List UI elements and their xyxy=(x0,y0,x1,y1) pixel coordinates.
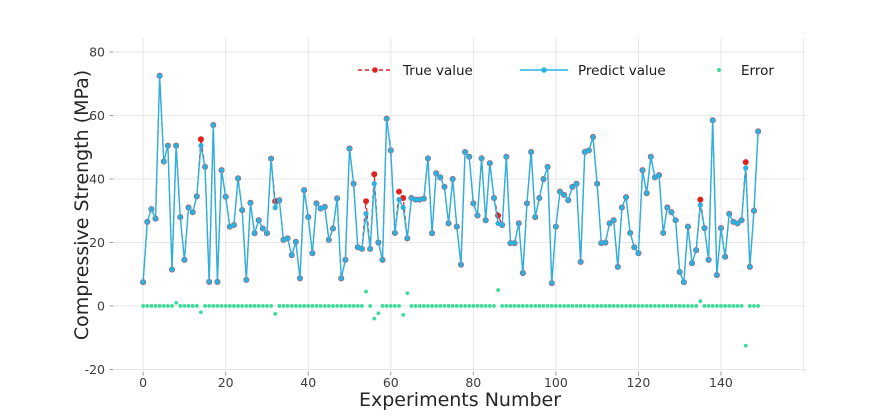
y-tick-label: -20 xyxy=(85,362,105,377)
x-tick-label: 40 xyxy=(300,375,316,390)
y-tick-label: 20 xyxy=(89,235,105,250)
x-tick-label: 80 xyxy=(465,375,481,390)
legend-true-label: True value xyxy=(402,63,473,79)
y-axis-ticks: -20 0 20 40 60 80 xyxy=(85,44,113,377)
legend-error-label: Error xyxy=(741,63,774,79)
x-axis-label: Experiments Number xyxy=(358,389,562,411)
legend-true-marker-icon xyxy=(372,67,378,73)
y-tick-label: 40 xyxy=(89,171,105,186)
legend-predict-label: Predict value xyxy=(578,63,666,79)
legend-error-marker-icon xyxy=(716,67,722,73)
x-tick-label: 100 xyxy=(544,375,568,390)
series-predict-value xyxy=(140,73,761,286)
x-tick-label: 0 xyxy=(139,375,147,390)
x-axis-ticks: 0 20 40 60 80 100 120 140 xyxy=(139,372,733,390)
x-tick-label: 20 xyxy=(218,375,234,390)
series-error xyxy=(141,288,761,348)
y-tick-label: 60 xyxy=(89,108,105,123)
x-tick-label: 120 xyxy=(626,375,650,390)
x-tick-label: 60 xyxy=(383,375,399,390)
y-tick-label: 80 xyxy=(89,44,105,59)
x-tick-label: 140 xyxy=(709,375,733,390)
legend-predict-marker-icon xyxy=(541,67,547,73)
y-tick-label: 0 xyxy=(97,298,105,313)
legend: True value Predict value Error xyxy=(358,63,774,79)
